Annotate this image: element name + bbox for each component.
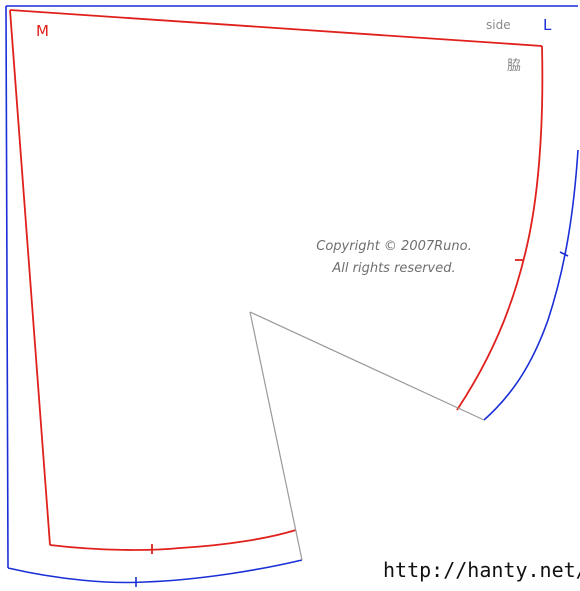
copyright-notice: Copyright © 2007Runo. All rights reserve… xyxy=(294,236,494,280)
size-l-outline xyxy=(5,5,579,587)
size-l-notch-side xyxy=(559,251,569,257)
site-url: http://hanty.net/ xyxy=(383,558,580,582)
size-m-left-edge xyxy=(9,9,51,546)
size-l-side-curve xyxy=(483,149,579,421)
size-m-label: M xyxy=(36,22,49,40)
copyright-line-2: All rights reserved. xyxy=(332,261,456,276)
dart-lines xyxy=(249,311,485,561)
side-label-japanese: 脇 xyxy=(507,58,521,74)
dart-leg-upper xyxy=(249,311,485,421)
size-m-hem-curve xyxy=(49,529,297,551)
size-m-side-curve xyxy=(456,45,544,411)
dart-leg-lower xyxy=(249,311,303,561)
size-l-hem-curve xyxy=(7,559,303,584)
size-m-outline xyxy=(9,9,544,554)
size-m-top-edge xyxy=(9,9,543,47)
size-l-left-edge xyxy=(5,5,9,569)
side-label: side xyxy=(486,18,511,32)
copyright-line-1: Copyright © 2007Runo. xyxy=(316,239,472,254)
size-l-label: L xyxy=(543,16,552,34)
